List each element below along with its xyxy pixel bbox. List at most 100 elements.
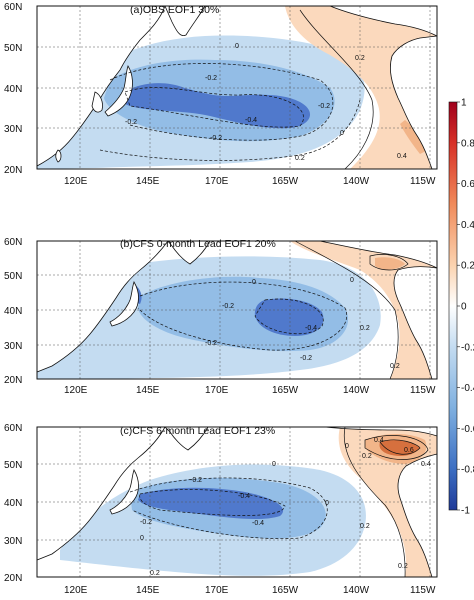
contour-label: -0.4 [238, 493, 250, 500]
lat-label: 40N [4, 84, 22, 95]
lon-label: 145E [136, 385, 160, 396]
contour-label: -0.4 [252, 520, 264, 527]
contour-label: 0.4 [374, 437, 384, 444]
panel-b: (b)CFS 0-month Lead EOF1 20% 0 -0.2 -0.2… [0, 200, 474, 400]
lon-label: 140W [343, 176, 370, 187]
pos-region-coast [400, 120, 428, 154]
grid-lines [37, 241, 437, 379]
contour-label: 0 [272, 461, 276, 468]
panel-title: (b)CFS 0-month Lead EOF1 20% [120, 238, 276, 250]
lon-label: 120E [64, 176, 88, 187]
asia-land [36, 426, 166, 561]
contour-label: 0.2 [360, 325, 370, 332]
panel-title: (a)OBS EOF1 30% [130, 4, 219, 16]
japan-land [109, 281, 139, 327]
panel-title: (c)CFS 6-month Lead EOF1 23% [120, 425, 275, 437]
lat-label: 60N [4, 237, 22, 248]
lon-label: 140W [343, 385, 370, 396]
pos-core [379, 440, 420, 456]
lat-label: 30N [4, 341, 22, 352]
lat-label: 20N [4, 375, 22, 386]
contour-label: 0.2 [150, 570, 160, 577]
lon-label: 170E [205, 385, 229, 396]
contour-label: -0.4 [305, 325, 317, 332]
map-panel-b: (b)CFS 0-month Lead EOF1 20% 0 -0.2 -0.2… [4, 237, 438, 396]
contour-label: -0.2 [140, 519, 152, 526]
asia-land [36, 240, 169, 373]
lon-label: 165W [272, 176, 299, 187]
panel-a: (a)OBS EOF1 30% 0 -0.2 -0.4 -0.2 -0.2 0.… [0, 0, 474, 200]
lat-label: 60N [4, 2, 22, 13]
lon-label: 165W [272, 385, 299, 396]
contour-label: -0.2 [125, 119, 137, 126]
contour-lines [129, 426, 429, 578]
map-frame [36, 426, 438, 578]
lat-label: 60N [4, 423, 22, 434]
kamchatka-land [167, 240, 211, 265]
lat-label: 30N [4, 536, 22, 547]
japan-land [104, 65, 133, 117]
contour-label: 0.2 [295, 155, 305, 162]
pos-region-coast [375, 257, 405, 270]
lon-label: 115W [410, 176, 436, 187]
contour-label: 0 [140, 535, 144, 542]
map-frame [36, 240, 438, 380]
contour-label: 0.2 [390, 363, 400, 370]
contour-label: 0.2 [398, 563, 408, 570]
japan-land [109, 469, 139, 515]
north-america-land [393, 266, 438, 380]
lon-label: 145E [136, 585, 160, 596]
contour-label: -0.2 [300, 355, 312, 362]
lon-label: 145E [136, 176, 160, 187]
contour-label: -0.2 [222, 303, 234, 310]
alaska-land [329, 5, 438, 37]
lat-label: 40N [4, 306, 22, 317]
contour-label: 0.2 [360, 523, 370, 530]
contour-label: 0.4 [421, 461, 431, 468]
neg-core [254, 298, 324, 336]
alaska-land [319, 240, 438, 269]
lon-label: 170E [205, 176, 229, 187]
contour-label: 0 [345, 443, 349, 450]
lon-label: 170E [205, 585, 229, 596]
lat-label: 20N [4, 165, 22, 176]
alaska-land [324, 426, 438, 437]
kamchatka-land [164, 426, 209, 451]
contour-label: 0 [325, 500, 329, 507]
contour-lines [99, 9, 374, 170]
contour-label: -0.4 [245, 117, 257, 124]
north-america-land [390, 35, 438, 170]
neg-core [120, 83, 311, 129]
lat-label: 20N [4, 573, 22, 584]
contour-label: -0.2 [190, 477, 202, 484]
contour-label: 0.4 [397, 153, 407, 160]
lon-label: 115W [410, 585, 436, 596]
lat-label: 30N [4, 124, 22, 135]
lon-label: 115W [410, 385, 436, 396]
contour-label: 0 [350, 277, 354, 284]
map-panel-a: (a)OBS EOF1 30% 0 -0.2 -0.4 -0.2 -0.2 0.… [4, 2, 438, 187]
lat-label: 50N [4, 271, 22, 282]
asia-land [36, 5, 166, 167]
contour-label: 0.6 [404, 447, 414, 454]
contour-lines [137, 240, 409, 380]
contour-label: 0 [252, 279, 256, 286]
north-america-land [397, 453, 438, 578]
lat-label: 50N [4, 43, 22, 54]
contour-label: 0.2 [362, 453, 372, 460]
lat-label: 40N [4, 498, 22, 509]
neg-core [138, 487, 284, 520]
contour-label: -0.2 [318, 103, 330, 110]
contour-label: -0.2 [205, 340, 217, 347]
lon-label: 140W [343, 585, 370, 596]
kamchatka-land [164, 5, 206, 37]
lat-label: 50N [4, 460, 22, 471]
contour-label: 0.2 [355, 55, 365, 62]
contour-label: -0.2 [205, 75, 217, 82]
lon-label: 120E [64, 385, 88, 396]
map-frame [36, 5, 438, 170]
panel-c: (c)CFS 6-month Lead EOF1 23% 0 0.4 0.2 0… [0, 400, 474, 600]
lon-label: 165W [272, 585, 299, 596]
korea-land [91, 91, 103, 113]
contour-label: -0.2 [210, 135, 222, 142]
